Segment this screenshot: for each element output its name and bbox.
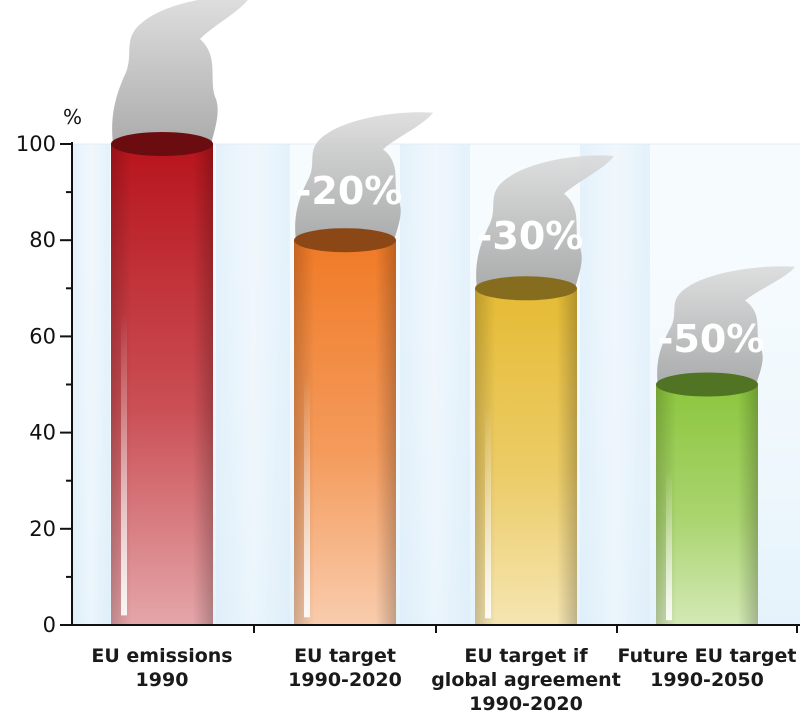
- bar-highlight: [304, 374, 310, 618]
- data-label: -20%: [296, 169, 403, 213]
- bar-shading: [656, 384, 758, 625]
- y-axis-label: %: [63, 105, 82, 129]
- bar-top: [294, 228, 396, 253]
- background-strip: [580, 144, 650, 625]
- smoke-plume: [112, 0, 248, 152]
- bar-top: [656, 372, 758, 397]
- bar-highlight: [666, 468, 672, 621]
- y-tick-label: 80: [29, 228, 56, 252]
- data-label: -50%: [658, 317, 765, 361]
- background-strip: [216, 144, 290, 625]
- category-label: EU emissions 1990: [91, 645, 232, 691]
- smoke-plume: [657, 266, 795, 393]
- bar-shading: [294, 240, 396, 625]
- smoke-plume: [295, 112, 433, 249]
- y-tick-label: 60: [29, 324, 56, 348]
- category-label: EU target if global agreement 1990-2020: [431, 645, 621, 715]
- category-label: Future EU target 1990-2050: [618, 645, 797, 691]
- data-label: -30%: [477, 214, 584, 258]
- background-strip: [400, 144, 470, 625]
- category-label: EU target 1990-2020: [288, 645, 402, 691]
- bar-shading: [111, 144, 213, 625]
- background-strip: [72, 144, 110, 625]
- bar-shading: [475, 288, 577, 625]
- y-tick-label: 40: [29, 421, 56, 445]
- bar-highlight: [121, 312, 127, 616]
- bar-highlight: [485, 406, 491, 619]
- y-tick-label: 20: [29, 517, 56, 541]
- smoke-plume: [476, 155, 614, 297]
- y-tick-label: 0: [43, 613, 56, 637]
- y-tick-label: 100: [16, 132, 56, 156]
- bar-top: [111, 132, 213, 156]
- bar-top: [475, 276, 577, 301]
